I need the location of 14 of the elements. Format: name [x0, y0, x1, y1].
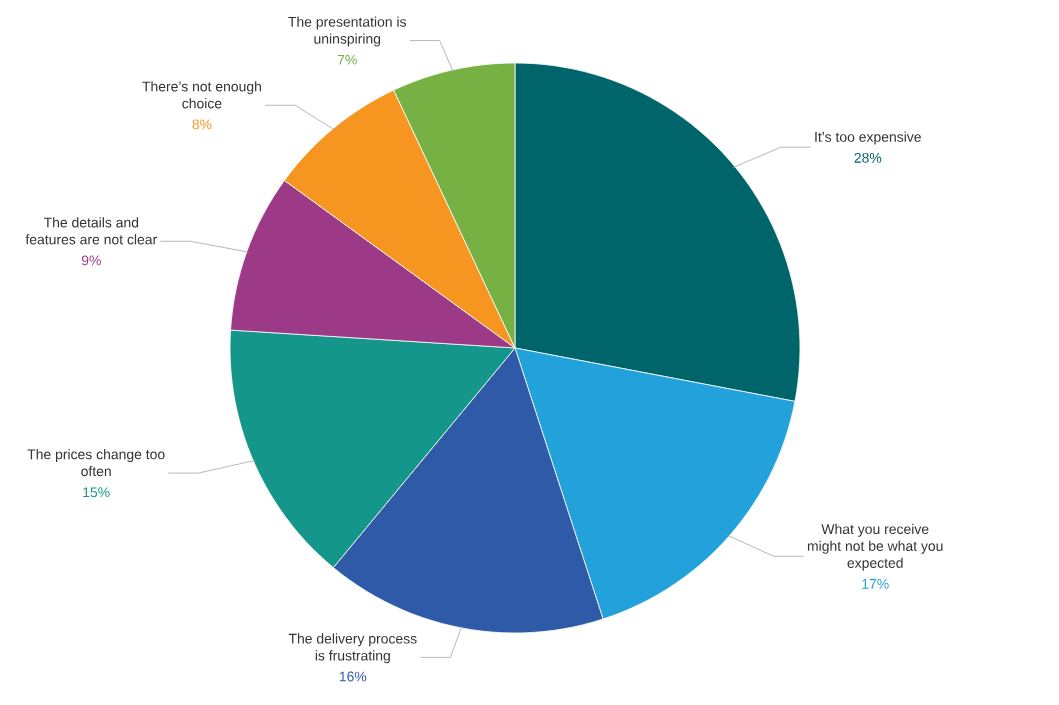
slice-label: The details and features are not clear [25, 217, 157, 245]
data-label: 9% [81, 255, 101, 266]
slice-label: The delivery process is frustrating [288, 633, 417, 664]
data-label: 16% [339, 671, 367, 682]
slice-label: The presentation is uninspiring [288, 16, 407, 47]
data-label: 17% [862, 579, 889, 589]
slice-label: What you receive might not be what you expected [807, 523, 943, 571]
slice-label: There’s not enough choice [142, 81, 261, 109]
slice-label: It’s too expensive [815, 131, 921, 145]
slice-label: The prices change too often [27, 449, 165, 477]
data-label: 8% [192, 119, 212, 130]
data-label: 7% [337, 54, 357, 65]
data-label: 28% [854, 152, 882, 163]
data-label: 15% [83, 487, 110, 498]
